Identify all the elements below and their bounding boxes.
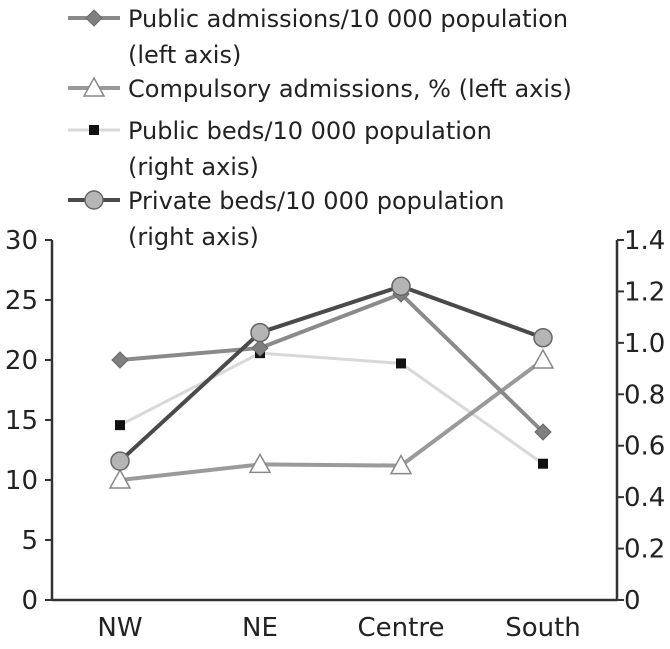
data-point bbox=[248, 452, 272, 474]
series-line bbox=[119, 358, 545, 482]
x-tick-label: South bbox=[505, 613, 581, 643]
legend-marker bbox=[82, 76, 106, 97]
legend-item: Compulsory admissions, % (left axis) bbox=[68, 75, 572, 103]
data-point bbox=[250, 322, 270, 343]
series-line bbox=[119, 292, 545, 434]
right-tick-label: 1.4 bbox=[624, 226, 665, 256]
legend-item: Private beds/10 000 population (right axi… bbox=[68, 187, 504, 251]
plot-area bbox=[108, 276, 555, 489]
x-axis-ticks: NW NE Centre South bbox=[97, 613, 580, 643]
data-point bbox=[108, 468, 132, 489]
right-axis-ticks: 0 0.2 0.4 0.6 0.8 1.0 1.2 1.4 bbox=[617, 226, 665, 616]
series-1 bbox=[111, 285, 552, 441]
legend-marker bbox=[85, 9, 103, 27]
left-tick-label: 5 bbox=[21, 526, 38, 556]
right-tick-label: 1.0 bbox=[624, 329, 665, 359]
legend-label: Private beds/10 000 population bbox=[128, 187, 504, 215]
x-tick-label: NW bbox=[97, 613, 142, 643]
legend-label-line2: (right axis) bbox=[128, 223, 259, 251]
legend-label: Public beds/10 000 population bbox=[128, 117, 492, 145]
data-point bbox=[111, 351, 129, 369]
left-tick-label: 10 bbox=[5, 466, 38, 496]
data-point bbox=[534, 423, 552, 441]
data-point bbox=[396, 358, 406, 369]
right-tick-label: 0 bbox=[624, 586, 641, 616]
data-point bbox=[251, 339, 269, 357]
legend-label: Public admissions/10 000 population bbox=[128, 5, 568, 33]
left-tick-label: 25 bbox=[5, 286, 38, 316]
series-line bbox=[118, 284, 544, 463]
legend-label-line2: (left axis) bbox=[128, 41, 241, 69]
data-point bbox=[531, 348, 555, 369]
data-point bbox=[391, 276, 411, 297]
legend-item: Public admissions/10 000 population (left… bbox=[68, 5, 568, 69]
right-tick-label: 0.2 bbox=[624, 535, 665, 565]
series-2 bbox=[108, 348, 555, 489]
data-point bbox=[389, 454, 413, 475]
left-tick-label: 30 bbox=[5, 226, 38, 256]
right-tick-label: 0.4 bbox=[624, 483, 665, 513]
data-point bbox=[533, 327, 553, 348]
legend-marker bbox=[84, 190, 104, 210]
legend-label-line2: (right axis) bbox=[128, 153, 259, 181]
legend-marker bbox=[89, 125, 99, 135]
left-tick-label: 0 bbox=[21, 586, 38, 616]
legend-item: Public beds/10 000 population (right axis… bbox=[68, 117, 492, 181]
left-tick-label: 20 bbox=[5, 346, 38, 376]
data-point bbox=[115, 420, 125, 431]
right-tick-label: 0.8 bbox=[624, 380, 665, 410]
left-axis-ticks: 0 5 10 15 20 25 30 bbox=[5, 226, 52, 616]
data-point bbox=[538, 458, 548, 469]
right-tick-label: 0.6 bbox=[624, 432, 665, 462]
right-tick-label: 1.2 bbox=[624, 277, 665, 307]
x-tick-label: NE bbox=[242, 613, 278, 643]
legend-label: Compulsory admissions, % (left axis) bbox=[128, 75, 572, 103]
x-tick-label: Centre bbox=[358, 613, 445, 643]
legend: Public admissions/10 000 population (left… bbox=[68, 5, 572, 251]
data-point bbox=[110, 451, 130, 471]
series-4 bbox=[110, 276, 553, 471]
left-tick-label: 15 bbox=[5, 406, 38, 436]
